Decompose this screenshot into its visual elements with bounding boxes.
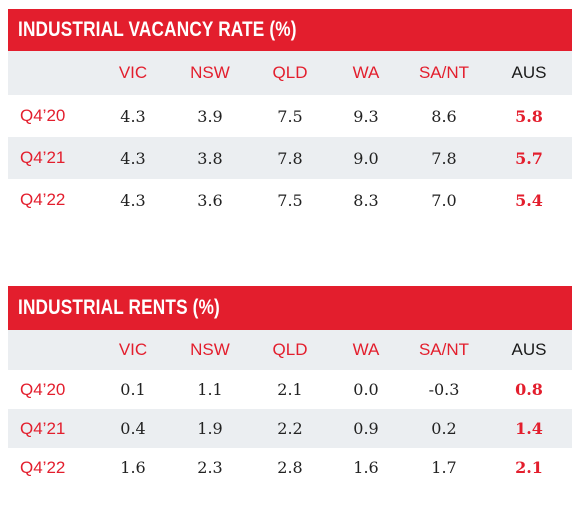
cell-vic: 4.3 <box>120 106 146 126</box>
cell-qld: 2.2 <box>250 409 330 448</box>
row-period-label: Q4’20 <box>20 106 66 125</box>
cell-sant: 7.8 <box>402 137 486 179</box>
row-period-label: Q4’22 <box>20 190 66 209</box>
rents-title: INDUSTRIAL RENTS (%) <box>18 296 220 319</box>
column-header-qld: QLD <box>250 51 330 95</box>
column-header-aus: AUS <box>486 330 572 370</box>
column-header-vic: VIC <box>96 51 170 95</box>
cell-wa: 0.9 <box>330 409 402 448</box>
vacancy-rate-panel: INDUSTRIAL VACANCY RATE (%) VIC NSW QLD … <box>8 9 572 221</box>
rents-title-banner: INDUSTRIAL RENTS (%) <box>8 286 572 330</box>
cell-vic: 4.3 <box>96 137 170 179</box>
column-header-wa: WA <box>330 51 402 95</box>
column-header-qld: QLD <box>250 330 330 370</box>
row-period-label: Q4’20 <box>20 379 66 399</box>
cell-wa: 0.0 <box>353 380 379 399</box>
column-header-aus: AUS <box>486 51 572 95</box>
cell-qld: 7.5 <box>277 106 303 126</box>
cell-vic: 0.1 <box>120 380 146 399</box>
cell-qld: 7.8 <box>250 137 330 179</box>
cell-qld: 2.1 <box>277 380 303 399</box>
cell-nsw: 3.6 <box>197 190 223 210</box>
cell-wa: 1.6 <box>353 458 379 477</box>
cell-wa: 9.0 <box>330 137 402 179</box>
cell-sant: 8.6 <box>431 106 457 126</box>
row-period-label: Q4’21 <box>8 409 96 448</box>
cell-nsw: 3.8 <box>170 137 250 179</box>
cell-aus: 5.7 <box>486 137 572 179</box>
vacancy-rate-title-banner: INDUSTRIAL VACANCY RATE (%) <box>8 9 572 51</box>
cell-aus: 0.8 <box>515 380 543 399</box>
cell-nsw: 2.3 <box>197 458 223 477</box>
column-header-sant: SA/NT <box>402 51 486 95</box>
table-header-row: VIC NSW QLD WA SA/NT AUS <box>8 51 572 95</box>
cell-aus: 5.8 <box>515 106 543 126</box>
column-header-period <box>8 330 96 370</box>
column-header-nsw: NSW <box>170 330 250 370</box>
cell-wa: 9.3 <box>353 106 379 126</box>
column-header-sant: SA/NT <box>402 330 486 370</box>
column-header-wa: WA <box>330 330 402 370</box>
cell-nsw: 1.9 <box>170 409 250 448</box>
cell-nsw: 1.1 <box>197 380 223 399</box>
table-row: Q4’21 4.3 3.8 7.8 9.0 7.8 5.7 <box>8 137 572 179</box>
cell-sant: -0.3 <box>428 380 460 399</box>
table-row: Q4’22 1.6 2.3 2.8 1.6 1.7 2.1 <box>8 448 572 487</box>
table-row: Q4’20 0.1 1.1 2.1 0.0 -0.3 0.8 <box>8 370 572 409</box>
cell-sant: 1.7 <box>431 458 457 477</box>
cell-sant: 7.0 <box>431 190 457 210</box>
column-header-nsw: NSW <box>170 51 250 95</box>
cell-sant: 0.2 <box>402 409 486 448</box>
vacancy-rate-table: VIC NSW QLD WA SA/NT AUS Q4’20 4.3 3.9 7… <box>8 51 572 221</box>
column-header-period <box>8 51 96 95</box>
cell-wa: 8.3 <box>353 190 379 210</box>
table-row: Q4’22 4.3 3.6 7.5 8.3 7.0 5.4 <box>8 179 572 221</box>
table-row: Q4’20 4.3 3.9 7.5 9.3 8.6 5.8 <box>8 95 572 137</box>
column-header-vic: VIC <box>96 330 170 370</box>
cell-vic: 1.6 <box>120 458 146 477</box>
cell-vic: 0.4 <box>96 409 170 448</box>
rents-panel: INDUSTRIAL RENTS (%) VIC NSW QLD WA SA/N… <box>8 286 572 487</box>
row-period-label: Q4’22 <box>20 457 66 477</box>
cell-aus: 1.4 <box>486 409 572 448</box>
table-header-row: VIC NSW QLD WA SA/NT AUS <box>8 330 572 370</box>
cell-qld: 2.8 <box>277 458 303 477</box>
cell-nsw: 3.9 <box>197 106 223 126</box>
vacancy-rate-title: INDUSTRIAL VACANCY RATE (%) <box>18 18 297 41</box>
rents-table: VIC NSW QLD WA SA/NT AUS Q4’20 0.1 1.1 2… <box>8 330 572 487</box>
table-row: Q4’21 0.4 1.9 2.2 0.9 0.2 1.4 <box>8 409 572 448</box>
cell-qld: 7.5 <box>277 190 303 210</box>
cell-aus: 5.4 <box>515 190 543 210</box>
cell-aus: 2.1 <box>515 458 543 477</box>
row-period-label: Q4’21 <box>8 137 96 179</box>
cell-vic: 4.3 <box>120 190 146 210</box>
